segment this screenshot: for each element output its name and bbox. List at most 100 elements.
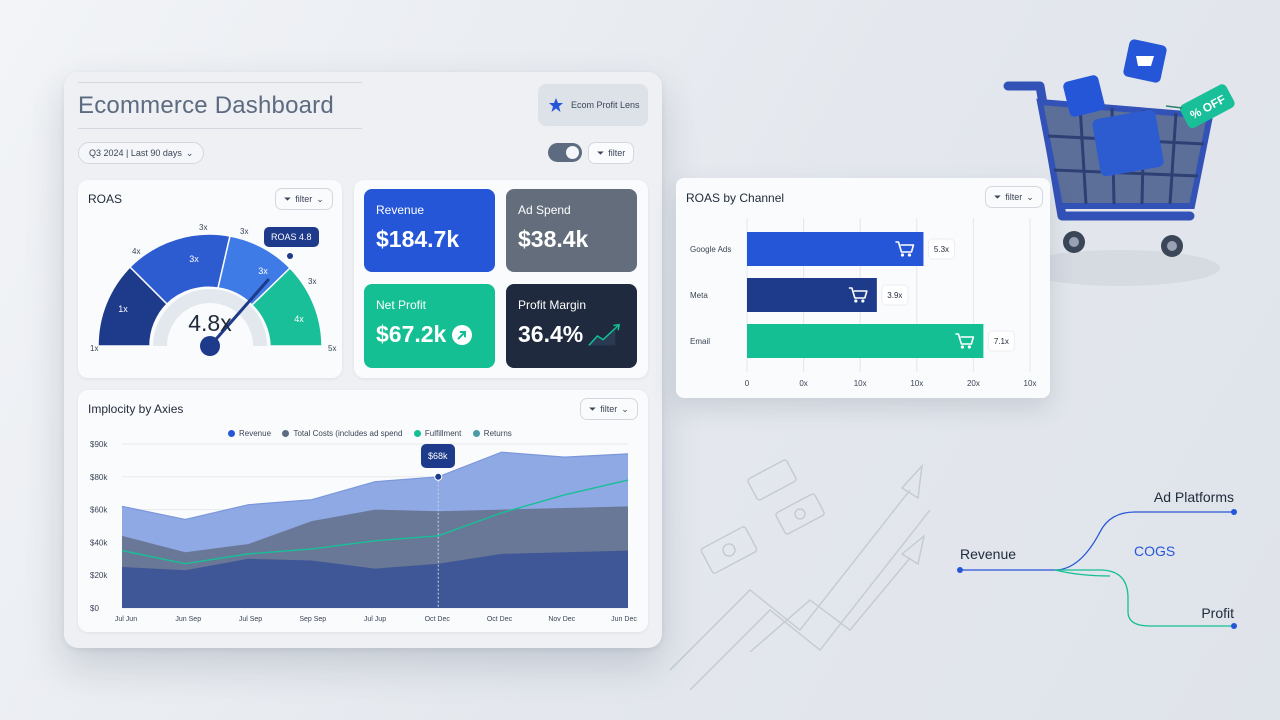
dashboard-panel: Ecommerce Dashboard Ecom Profit Lens Q3 … [64,72,662,648]
flow-branch-label: Ad Platforms [1154,489,1234,505]
legend-item[interactable]: Revenue [228,429,271,438]
kpi-tile-profit-margin[interactable]: Profit Margin 36.4% [506,284,637,368]
x-tick-label: Oct Dec [425,616,451,623]
value-label-chip [881,284,909,306]
area-chart-legend: Revenue Total Costs (includes ad spend F… [228,424,519,442]
flow-node [1231,509,1237,515]
gauge-needle [208,278,270,348]
fulfillment-line[interactable] [121,479,629,565]
gauge-segment-label: 3x [258,266,268,276]
y-tick-label: $0 [90,604,99,613]
flow-link [1054,569,1111,577]
gauge-tick-label: 4x [132,247,140,256]
filter-icon: ⏷ [284,193,292,204]
value-label-chip [927,238,955,260]
date-range-select[interactable]: Q3 2024 | Last 90 days ⌄ [78,142,205,164]
trend-up-icon [588,323,621,346]
flow-branch-label: Profit [1201,605,1234,621]
date-range-value: Q3 2024 | Last 90 days [89,148,182,158]
legend-swatch [228,430,235,437]
toggle-knob [566,146,579,159]
roas-channel-bar-chart: 0 0x 10x 10x 20x 10x Google Ads 5.3x Meta 3.9x Ema… [690,218,1037,388]
brand-chip[interactable]: Ecom Profit Lens [538,84,648,126]
x-tick-label: Nov Dec [548,616,575,623]
y-tick-label: $60k [90,506,108,515]
page-title: Ecommerce Dashboard [78,92,334,119]
legend-swatch [413,430,421,437]
returns-area[interactable] [122,550,628,608]
bar-value-label: 3.9x [887,291,902,300]
area-chart-card: Implocity by Axies ⏷ filter ⌄ Revenue To… [78,390,648,632]
kpi-tile-ad-spend[interactable]: Ad Spend $38.4k [506,189,637,272]
kpi-value: 36.4% [518,321,584,347]
flow-link [1055,569,1234,627]
kpi-value: $67.2k [376,321,447,347]
gauge-needle-hub [200,336,220,356]
area-chart-filter-button[interactable]: ⏷ filter ⌄ [580,398,638,420]
x-tick-label: 10x [854,379,867,388]
callout-point[interactable] [434,472,443,481]
roas-filter-button[interactable]: ⏷ filter ⌄ [275,188,333,210]
cart-icon [895,241,915,257]
legend-item[interactable]: Fulfillment [413,429,462,438]
shopping-cart-illustration: % OFF [1003,39,1235,286]
x-tick-label: 10x [1024,379,1037,388]
x-tick-label: Sep Sep [299,616,326,623]
legend-label: Fulfillment [424,429,462,438]
kpi-tile-revenue[interactable]: Revenue $184.7k [364,189,495,272]
gauge-segment-label: 4x [294,314,304,324]
chevron-down-icon: ⌄ [621,403,629,414]
chevron-down-icon: ⌄ [316,193,324,204]
kpi-card: Revenue $184.7k Ad Spend $38.4k Net Prof… [354,180,648,378]
category-label: Google Ads [690,245,731,254]
area-chart-callout: $68k [421,444,455,468]
chevron-down-icon: ⌄ [185,147,194,158]
x-tick-label: Jul Sep [239,616,262,623]
bar-value-label: 7.1x [994,337,1009,346]
legend-item[interactable]: Returns [472,429,512,438]
flow-node [1231,623,1237,629]
roas-card-title: ROAS [88,192,123,206]
filter-icon: ⏷ [994,191,1002,202]
brand-name: Ecom Profit Lens [571,100,640,110]
flow-root-label: Revenue [960,546,1016,562]
roas-gauge: 1x 3x 3x 4x 1x 4x 3x 3x 3x 5x 4.8x [90,223,336,356]
roas-callout-dot [287,253,293,259]
legend-label: Returns [483,429,512,438]
background-arrows-illustration [669,459,931,691]
gauge-tick-label: 3x [308,277,316,286]
arrow-up-right-icon [452,324,473,345]
filter-icon: ⏷ [589,403,597,414]
view-toggle[interactable] [548,143,582,162]
main-filter-button[interactable]: ⏷ filter [588,142,635,164]
roas-channel-filter-button[interactable]: ⏷ filter ⌄ [985,186,1043,208]
gauge-tick-label: 1x [90,344,98,353]
x-tick-label: 10x [910,379,923,388]
y-tick-label: $40k [90,538,108,547]
legend-item[interactable]: Total Costs (includes ad spend [282,429,402,438]
gauge-segment-label: 1x [118,304,128,314]
gauge-segment [250,266,323,347]
area-chart: $0 $20k $40k $60k $80k $90k Jul Jun Jun Sep Jul … [90,440,637,623]
gauge-segment-label: 3x [189,254,199,264]
x-tick-label: Jul Jun [115,616,137,623]
filter-label: filter [1005,192,1023,202]
area-chart-title: Implocity by Axies [88,402,184,416]
chevron-down-icon: ⌄ [1026,191,1034,202]
value-label-chip [987,330,1015,352]
flow-node [957,567,963,573]
kpi-tile-net-profit[interactable]: Net Profit $67.2k [364,284,495,368]
bar[interactable] [747,324,984,358]
bar[interactable] [747,278,877,312]
roas-card: ROAS ⏷ filter ⌄ 1x 3x 3x 4x 1x 4x 3x 3x … [78,180,342,378]
legend-label: Revenue [239,429,272,438]
y-tick-label: $90k [90,440,108,449]
legend-swatch [282,430,290,437]
bar[interactable] [747,232,924,266]
revenue-line[interactable] [121,451,629,521]
roas-by-channel-panel: ROAS by Channel ⏷ filter ⌄ 0 0x 10x 10x 20x 1… [676,178,1050,398]
gauge-tick-label: 3x [240,227,248,236]
y-tick-label: $80k [90,473,108,482]
kpi-label: Profit Margin [518,298,587,312]
filter-label: filter [608,148,626,158]
